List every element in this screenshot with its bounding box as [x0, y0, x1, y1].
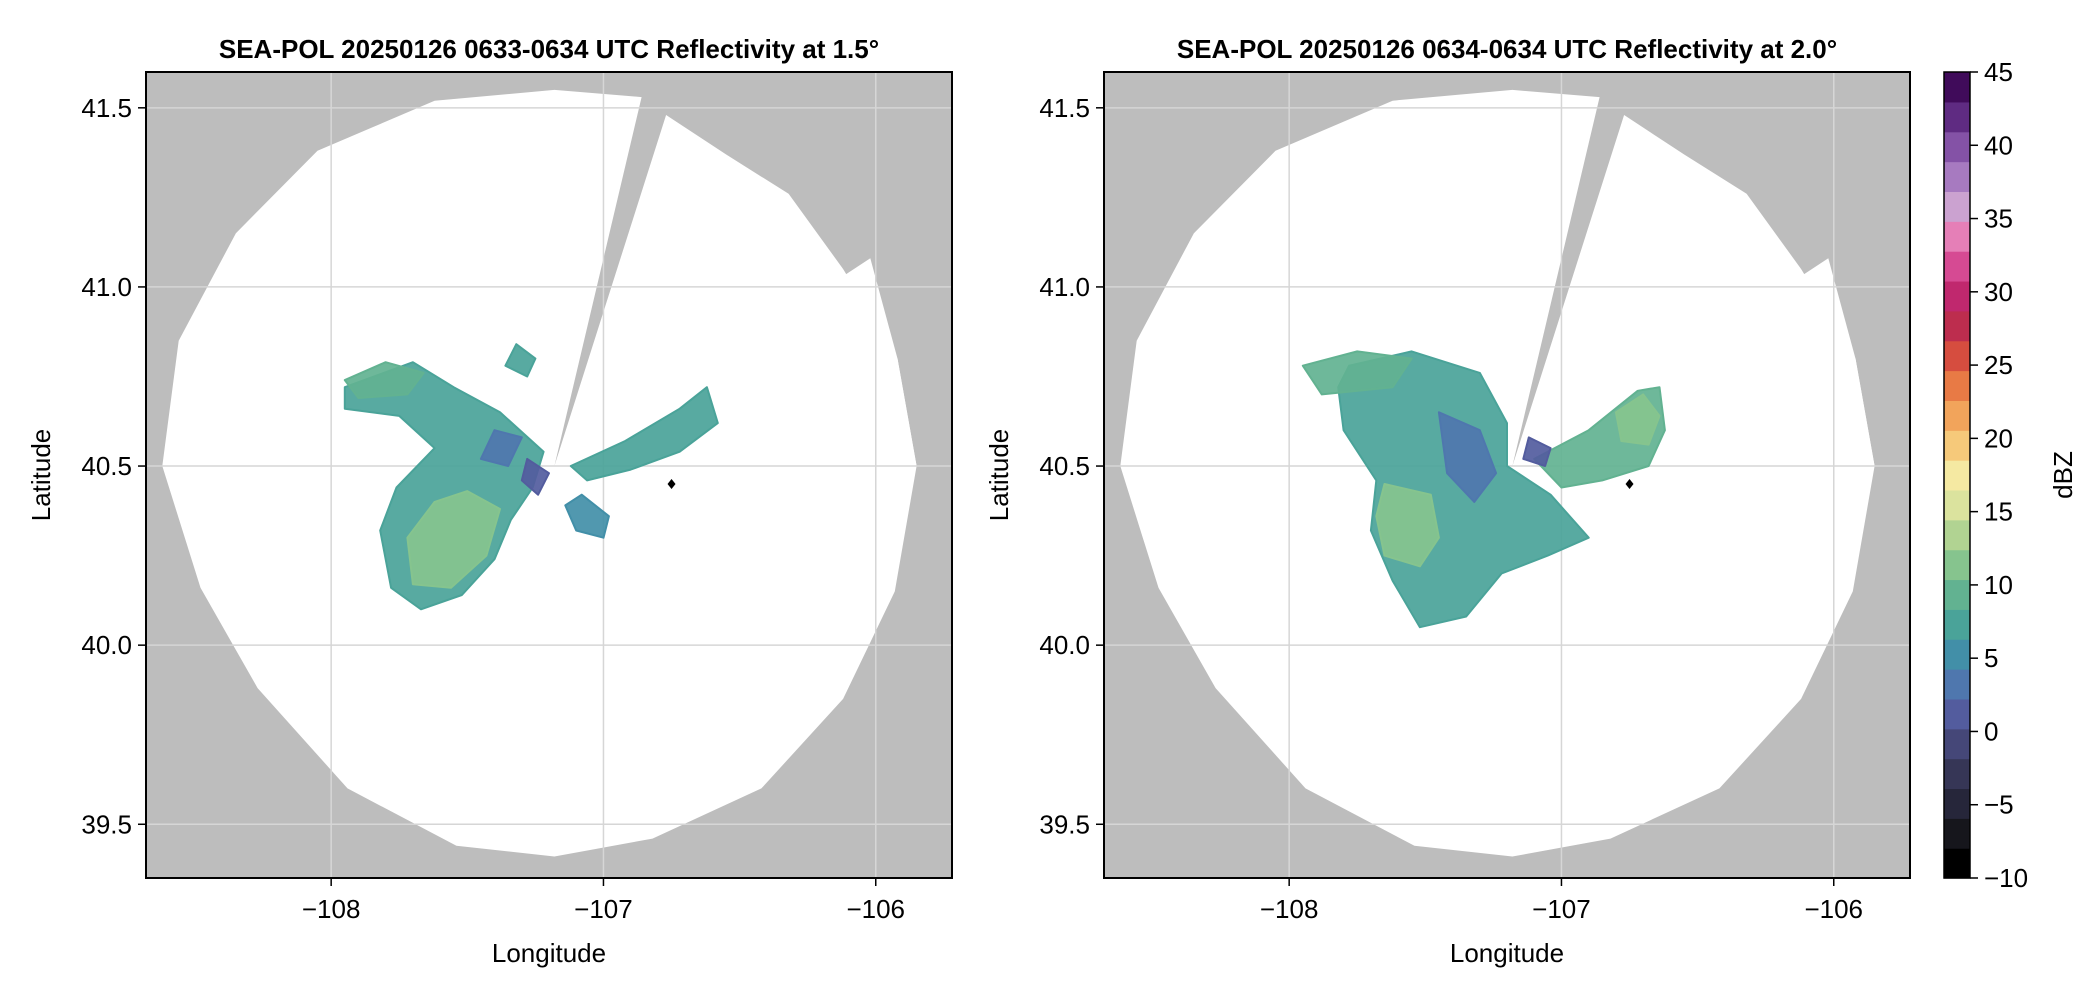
colorbar-segment	[1944, 788, 1970, 819]
colorbar-frame	[1943, 71, 1971, 879]
colorbar-segment	[1944, 698, 1970, 730]
colorbar-segment	[1944, 489, 1970, 521]
colorbar-segment	[1944, 728, 1970, 760]
axes-frame	[145, 71, 953, 879]
colorbar-tick-label: 35	[1984, 204, 2013, 234]
echo-region	[569, 386, 719, 482]
y-tick-label: 39.5	[1039, 809, 1090, 839]
colorbar-tick-label: 25	[1984, 350, 2013, 380]
colorbar-tick-label: 30	[1984, 277, 2013, 307]
dbz-colorbar: −10 −5 0 5 10 15 20 25 30 35 40 45 dBZ	[1943, 57, 2078, 893]
radar-coverage-east	[554, 258, 917, 466]
colorbar-segment	[1944, 191, 1970, 222]
echo-region	[1375, 483, 1440, 568]
colorbar-segment	[1944, 72, 1970, 103]
colorbar-tick-label: 40	[1984, 130, 2013, 160]
echo-region	[504, 343, 537, 378]
echo-region	[479, 429, 523, 467]
x-tick-label: −107	[1532, 894, 1591, 924]
panel-reflectivity-2-0: −108 −107 −106 39.5 40.0 40.5 41.0 41.5 SEA-POL …	[984, 34, 1911, 968]
colorbar-segment	[1944, 549, 1970, 581]
colorbar-segment	[1944, 101, 1970, 133]
colorbar-tick-label: 45	[1984, 57, 2013, 87]
colorbar-tick-label: −10	[1984, 863, 2028, 893]
colorbar-segment	[1944, 131, 1970, 163]
axes-frame	[1103, 71, 1911, 879]
echo-region	[1437, 411, 1498, 503]
colorbar-segment	[1944, 848, 1970, 879]
echo-region	[1522, 436, 1552, 467]
colorbar-label: dBZ	[2048, 451, 2078, 499]
y-tick-label: 40.0	[81, 630, 132, 660]
plot-area	[146, 72, 952, 878]
echo-region	[1614, 393, 1661, 446]
y-tick-label: 41.0	[1039, 272, 1090, 302]
y-tick-label: 40.0	[1039, 630, 1090, 660]
y-tick-label: 40.5	[81, 451, 132, 481]
colorbar-tick-label: 15	[1984, 497, 2013, 527]
plot-area	[1104, 72, 1910, 878]
colorbar-segment	[1944, 639, 1970, 670]
colorbar-segment	[1944, 669, 1970, 700]
y-tick-label: 41.5	[1039, 93, 1090, 123]
colorbar-segment	[1944, 310, 1970, 342]
colorbar-segment	[1944, 251, 1970, 282]
echo-region	[343, 361, 545, 611]
site-marker	[667, 478, 676, 489]
y-tick-label: 40.5	[1039, 451, 1090, 481]
colorbar-segment	[1944, 340, 1970, 372]
y-tick-label: 41.0	[81, 272, 132, 302]
x-tick-label: −108	[1260, 894, 1319, 924]
chart-title: SEA-POL 20250126 0634-0634 UTC Reflectiv…	[1177, 34, 1837, 64]
site-marker	[1625, 478, 1634, 489]
colorbar-segment	[1944, 818, 1970, 849]
colorbar-tick-label: −5	[1984, 790, 2014, 820]
x-tick-label: −106	[1804, 894, 1863, 924]
colorbar-segment	[1944, 430, 1970, 461]
chart-title: SEA-POL 20250126 0633-0634 UTC Reflectiv…	[219, 34, 879, 64]
x-tick-label: −108	[302, 894, 361, 924]
colorbar-tick-label: 5	[1984, 643, 1998, 673]
colorbar-segment	[1944, 758, 1970, 790]
echo-region	[520, 457, 550, 496]
y-tick-label: 39.5	[81, 809, 132, 839]
y-axis-label: Latitude	[984, 429, 1014, 522]
echo-region	[564, 493, 610, 539]
colorbar-segment	[1944, 161, 1970, 193]
colorbar-segment	[1944, 280, 1970, 312]
y-axis-label: Latitude	[26, 429, 56, 522]
y-tick-label: 41.5	[81, 93, 132, 123]
colorbar-tick-label: 10	[1984, 570, 2013, 600]
x-axis-label: Longitude	[1450, 938, 1564, 968]
colorbar-segment	[1944, 579, 1970, 610]
x-axis-label: Longitude	[492, 938, 606, 968]
colorbar-segment	[1944, 400, 1970, 431]
radar-coverage-east	[1512, 258, 1875, 466]
colorbar-tick-label: 20	[1984, 423, 2013, 453]
echo-region	[343, 361, 425, 399]
colorbar-segment	[1944, 609, 1970, 640]
colorbar-segment	[1944, 460, 1970, 491]
x-tick-label: −107	[574, 894, 633, 924]
x-tick-label: −106	[846, 894, 905, 924]
echo-region	[1301, 350, 1413, 396]
colorbar-segment	[1944, 221, 1970, 252]
panel-reflectivity-1-5: −108 −107 −106 39.5 40.0 40.5 41.0 41.5 SEA-POL …	[26, 34, 953, 968]
colorbar-segment	[1944, 370, 1970, 401]
colorbar-segment	[1944, 519, 1970, 551]
colorbar-tick-label: 0	[1984, 716, 1998, 746]
echo-region	[406, 490, 501, 589]
